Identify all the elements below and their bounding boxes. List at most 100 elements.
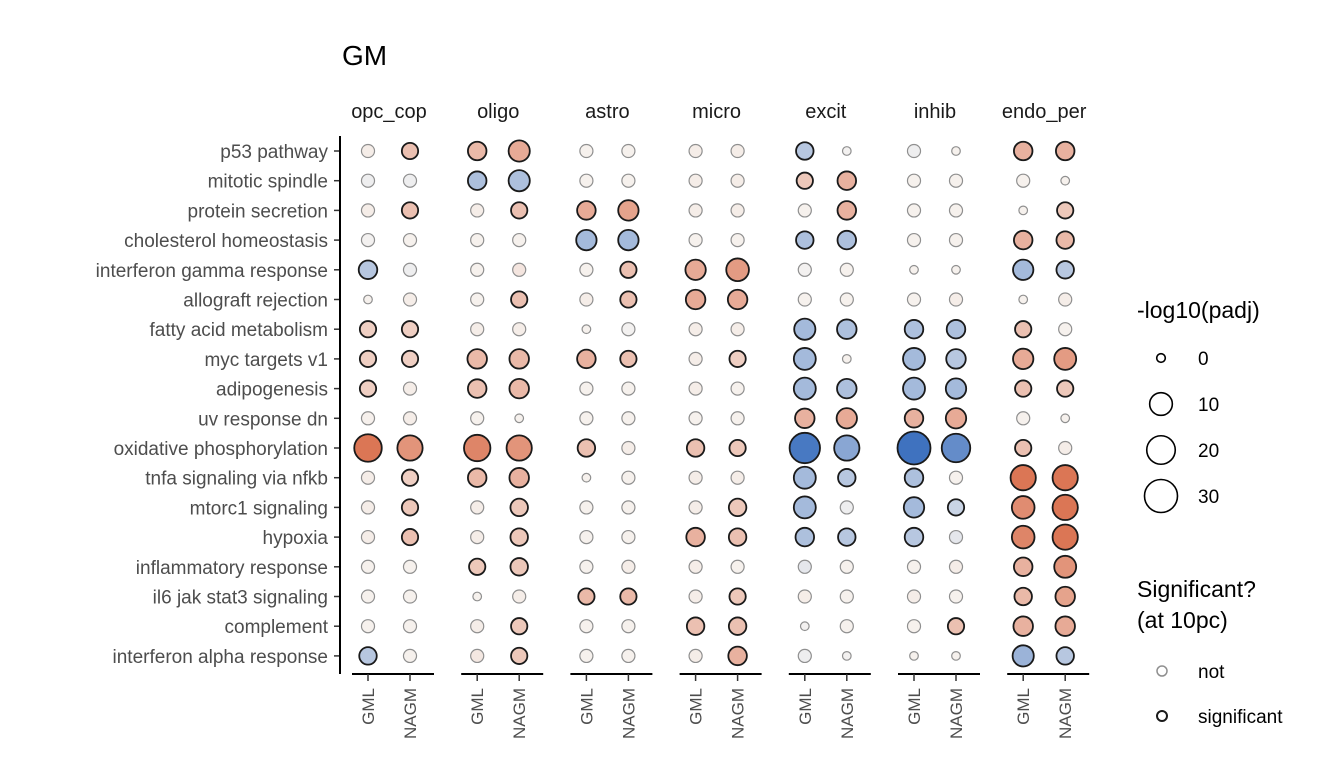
point-oligo-gml-myc-targets-v1 [466,348,488,370]
point-oligo-nagm-oxidative-phosphorylation [505,434,533,462]
point-oligo-nagm-interferon-gamma-response [512,262,527,277]
row-label-complement: complement [225,617,329,638]
point-opc-cop-gml-il6-jak-stat3-signaling [360,589,376,604]
point-excit-gml-il6-jak-stat3-signaling [797,589,812,604]
point-excit-gml-tnfa-signaling-via-nfkb [792,465,817,490]
point-opc-cop-gml-tnfa-signaling-via-nfkb [360,470,376,485]
point-opc-cop-nagm-il6-jak-stat3-signaling [402,589,418,604]
point-astro-nagm-interferon-alpha-response [621,648,636,664]
point-oligo-gml-mtorc1-signaling [470,500,485,515]
point-inhib-nagm-hypoxia [948,529,964,545]
point-opc-cop-gml-inflammatory-response [360,559,376,574]
significance-legend: Significant? (at 10pc) not significant [1137,576,1283,728]
point-oligo-gml-interferon-alpha-response [470,648,485,664]
row-label-fatty-acid-metabolism: fatty acid metabolism [150,320,328,341]
point-astro-nagm-myc-targets-v1 [619,349,638,368]
point-opc-cop-gml-cholesterol-homeostasis [360,232,376,248]
point-endo-per-gml-uv-response-dn [1016,411,1031,426]
point-oligo-nagm-myc-targets-v1 [508,348,530,370]
point-opc-cop-gml-myc-targets-v1 [358,349,378,368]
point-endo-per-gml-interferon-gamma-response [1012,258,1035,281]
point-oligo-gml-oxidative-phosphorylation [463,433,492,463]
point-inhib-gml-interferon-alpha-response [909,651,919,661]
point-opc-cop-gml-hypoxia [360,529,376,545]
point-micro-nagm-hypoxia [727,527,748,547]
point-oligo-nagm-mitotic-spindle [507,169,531,193]
sig-legend-title-line-1: Significant? [1137,576,1256,602]
point-oligo-gml-protein-secretion [470,203,485,218]
point-oligo-nagm-p53-pathway [507,139,531,163]
point-inhib-gml-hypoxia [903,526,925,548]
point-oligo-gml-hypoxia [470,529,485,545]
point-endo-per-nagm-mitotic-spindle [1060,175,1071,186]
point-micro-nagm-cholesterol-homeostasis [730,232,745,248]
point-inhib-gml-il6-jak-stat3-signaling [906,589,922,604]
point-astro-gml-interferon-alpha-response [579,648,594,664]
point-astro-nagm-inflammatory-response [621,559,636,574]
point-opc-cop-gml-interferon-alpha-response [358,646,378,666]
point-inhib-nagm-cholesterol-homeostasis [948,232,964,248]
point-endo-per-nagm-interferon-gamma-response [1055,260,1075,280]
point-micro-nagm-adipogenesis [730,381,745,396]
point-oligo-nagm-protein-secretion [510,201,529,220]
point-opc-cop-nagm-oxidative-phosphorylation [396,434,424,462]
point-opc-cop-gml-fatty-acid-metabolism [358,320,378,339]
size-legend: -log10(padj) 0 10 20 30 [1137,297,1260,514]
point-excit-nagm-inflammatory-response [839,559,854,574]
point-micro-nagm-il6-jak-stat3-signaling [728,587,747,606]
row-label-myc-targets-v1: myc targets v1 [204,350,328,371]
point-micro-gml-complement [685,616,706,636]
point-excit-nagm-complement [839,619,854,634]
point-endo-per-nagm-oxidative-phosphorylation [1058,440,1073,456]
point-endo-per-nagm-complement [1054,615,1076,637]
point-excit-nagm-fatty-acid-metabolism [836,318,858,340]
data-points [353,139,1079,668]
point-astro-gml-inflammatory-response [579,559,594,574]
point-inhib-gml-tnfa-signaling-via-nfkb [903,467,925,488]
x-tick-label-endo-per-gml: GML [1014,688,1033,725]
point-micro-nagm-complement [727,616,748,636]
point-inhib-gml-mitotic-spindle [906,173,922,188]
x-tick-label-excit-gml: GML [796,688,815,725]
point-opc-cop-gml-uv-response-dn [360,411,376,426]
point-micro-nagm-p53-pathway [730,143,745,159]
size-legend-key-30 [1143,478,1179,514]
point-excit-gml-hypoxia [794,526,815,548]
point-micro-nagm-protein-secretion [730,203,745,218]
point-inhib-nagm-fatty-acid-metabolism [945,319,967,340]
point-micro-gml-mitotic-spindle [688,173,703,188]
point-inhib-gml-mtorc1-signaling [902,496,926,519]
point-excit-gml-inflammatory-response [797,559,812,574]
size-legend-key-0 [1155,352,1167,364]
point-inhib-gml-adipogenesis [902,376,926,401]
point-endo-per-nagm-adipogenesis [1056,379,1075,398]
point-opc-cop-nagm-myc-targets-v1 [400,349,420,368]
facet-label-astro: astro [585,101,629,123]
point-excit-nagm-interferon-gamma-response [839,262,854,277]
size-legend-label-20: 20 [1198,441,1219,462]
point-endo-per-gml-fatty-acid-metabolism [1014,320,1033,339]
point-opc-cop-nagm-interferon-gamma-response [402,262,418,277]
point-endo-per-gml-allograft-rejection [1018,294,1029,305]
point-inhib-nagm-inflammatory-response [948,559,964,574]
point-oligo-gml-il6-jak-stat3-signaling [472,591,483,602]
point-excit-nagm-myc-targets-v1 [841,354,852,364]
point-excit-nagm-il6-jak-stat3-signaling [839,589,854,604]
point-astro-gml-interferon-gamma-response [579,262,594,277]
point-excit-nagm-mitotic-spindle [836,170,857,191]
point-inhib-gml-p53-pathway [906,143,922,159]
row-label-p53-pathway: p53 pathway [220,142,328,163]
point-astro-gml-il6-jak-stat3-signaling [577,587,596,606]
point-micro-nagm-mitotic-spindle [730,173,745,188]
facet-labels: opc_cop oligo astro micro excit inhib endo_per [351,101,1087,123]
point-excit-nagm-hypoxia [837,527,857,547]
point-inhib-gml-myc-targets-v1 [902,347,926,371]
row-label-uv-response-dn: uv response dn [198,409,328,430]
point-oligo-gml-allograft-rejection [470,292,485,307]
point-opc-cop-nagm-interferon-alpha-response [402,648,418,664]
x-tick-label-micro-nagm: NAGM [729,688,748,739]
sig-legend-key-significant [1156,710,1168,722]
point-endo-per-nagm-tnfa-signaling-via-nfkb [1051,464,1079,492]
size-legend-label-30: 30 [1198,487,1219,508]
